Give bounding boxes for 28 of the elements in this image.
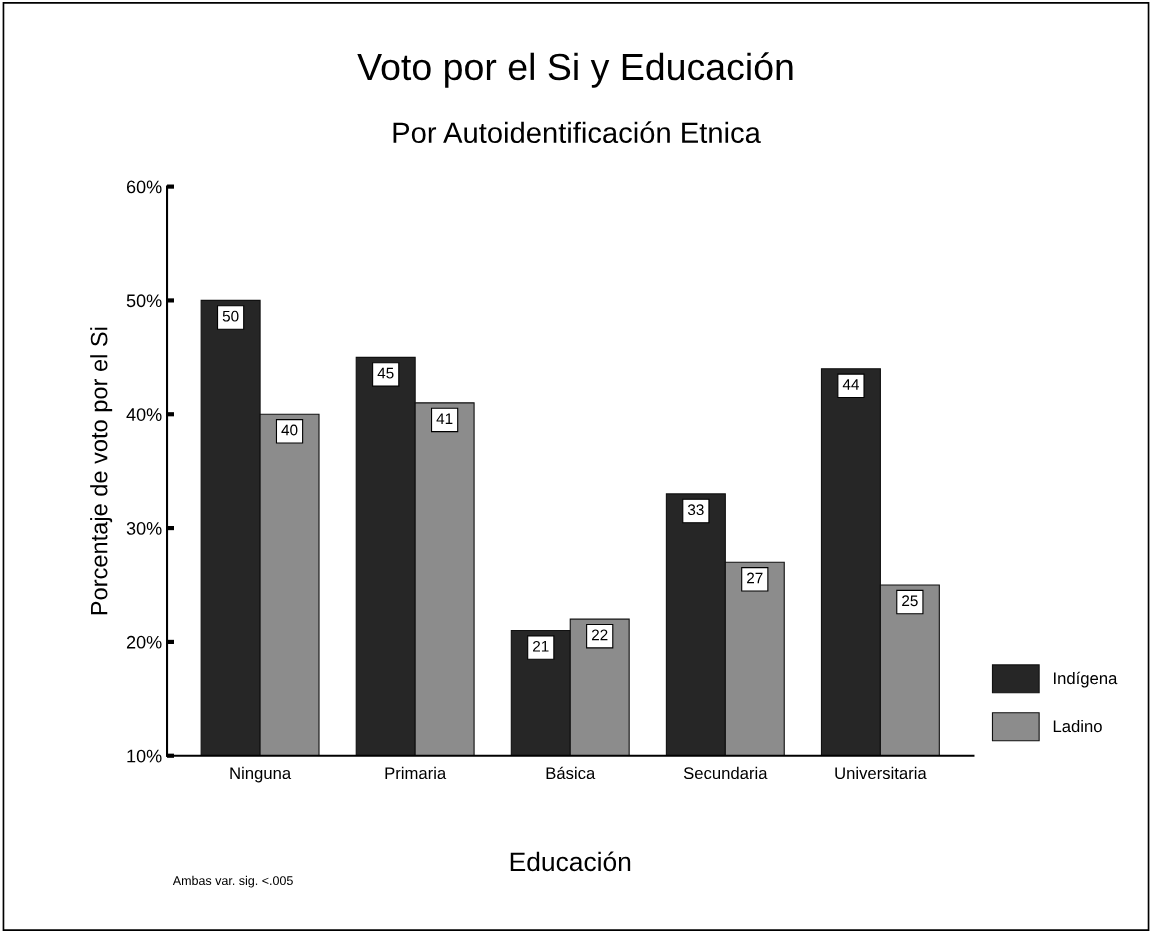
- data-label: 40: [281, 424, 298, 436]
- x-axis-title: Educación: [510, 851, 631, 872]
- y-tick-label: 60%: [126, 180, 162, 194]
- chart-title: Voto por el Si y Educación: [357, 52, 793, 88]
- y-tick-label: 50%: [126, 294, 162, 308]
- data-label: 45: [377, 367, 394, 379]
- chart-subtitle: Por Autoidentificación Etnica: [393, 121, 761, 144]
- y-tick-label: 30%: [126, 522, 162, 535]
- y-tick-label: 40%: [126, 408, 162, 421]
- y-tick-label: 20%: [126, 635, 162, 649]
- x-tick-label: Primaria: [385, 766, 447, 780]
- x-tick-label: Universitaria: [835, 766, 927, 780]
- data-label: 25: [902, 595, 918, 607]
- y-tick-label: 10%: [127, 749, 162, 763]
- data-label: 33: [687, 504, 704, 516]
- data-label: 21: [533, 640, 549, 652]
- x-tick-label: Secundaria: [683, 766, 768, 780]
- data-label: 41: [436, 413, 453, 424]
- x-tick-label: Ninguna: [230, 766, 292, 783]
- data-label: 44: [842, 379, 859, 390]
- y-axis-title: Porcentaje de voto por el Si: [90, 327, 113, 615]
- legend-label: Ladino: [1053, 719, 1102, 733]
- data-label: 22: [591, 629, 608, 641]
- text: Ambas var. sig. <.005: [172, 875, 293, 888]
- legend-label: Indígena: [1054, 671, 1118, 688]
- data-label: 27: [747, 572, 763, 584]
- x-tick-label: Básica: [546, 766, 596, 780]
- data-label: 50: [222, 310, 239, 322]
